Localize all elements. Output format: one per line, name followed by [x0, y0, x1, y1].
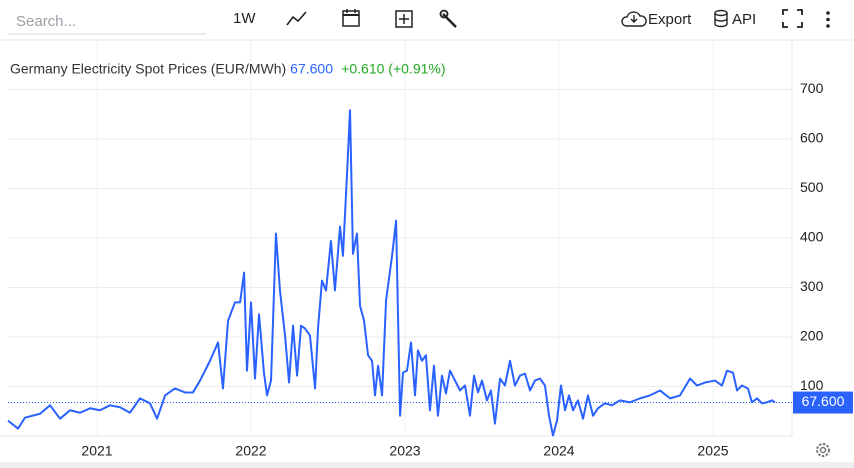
- x-tick-label: 2024: [543, 443, 574, 459]
- bottom-strip: [0, 462, 854, 468]
- price-line: [7, 109, 776, 437]
- calendar-icon[interactable]: [342, 9, 360, 27]
- y-tick-label: 100: [800, 377, 824, 393]
- y-tick-label: 400: [800, 229, 824, 245]
- change-value: +0.610 (+0.91%): [341, 61, 445, 77]
- chart-title: Germany Electricity Spot Prices (EUR/MWh…: [10, 61, 286, 77]
- interval-button[interactable]: 1W: [233, 10, 256, 27]
- x-tick-label: 2025: [697, 443, 728, 459]
- menu-icon[interactable]: [826, 11, 830, 28]
- x-tick-label: 2023: [389, 443, 420, 459]
- x-tick-label: 2021: [81, 443, 112, 459]
- compare-icon[interactable]: [395, 10, 413, 28]
- settings-tool-icon[interactable]: [439, 9, 457, 28]
- chart-type-icon[interactable]: [286, 11, 307, 26]
- fullscreen-icon[interactable]: [782, 9, 803, 28]
- y-tick-label: 300: [800, 278, 824, 294]
- search-input[interactable]: Search...: [16, 13, 76, 30]
- export-button[interactable]: Export: [648, 11, 692, 28]
- chart-settings-icon[interactable]: [816, 443, 830, 457]
- last-value-tag-label: 67.600: [802, 393, 845, 409]
- y-tick-label: 200: [800, 328, 824, 344]
- last-value-tag: [793, 391, 853, 414]
- last-value: 67.600: [290, 61, 333, 77]
- y-tick-label: 700: [800, 80, 824, 96]
- api-icon[interactable]: [714, 9, 728, 28]
- y-tick-label: 600: [800, 130, 824, 146]
- plot: [7, 109, 792, 437]
- export-icon[interactable]: [621, 11, 647, 27]
- y-tick-label: 500: [800, 179, 824, 195]
- api-button[interactable]: API: [732, 11, 756, 28]
- x-tick-label: 2022: [235, 443, 266, 459]
- grid: [8, 40, 792, 436]
